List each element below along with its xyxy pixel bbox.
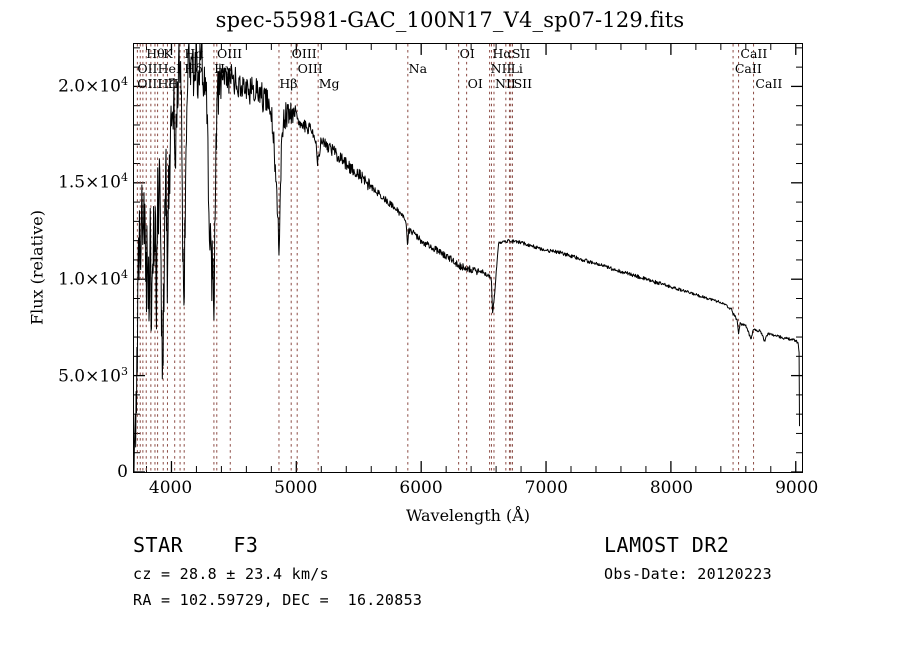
spectral-line-label: NII <box>490 61 512 76</box>
spectral-line-label: Hζ <box>157 76 176 91</box>
spectral-line-label: Na <box>408 61 428 76</box>
spectrum-curve <box>134 44 801 472</box>
spectral-line-label: Mg <box>318 76 340 91</box>
spectral-line-label: K <box>163 46 173 61</box>
coordinates: RA = 102.59729, DEC = 16.20853 <box>133 591 423 609</box>
x-tick-label: 7000 <box>524 478 568 498</box>
observation-date: Obs-Date: 20120223 <box>604 565 772 583</box>
redshift-velocity: cz = 28.8 ± 23.4 km/s <box>133 565 329 583</box>
y-tick-label: 1.0×104 <box>58 268 128 290</box>
spectral-line-label: CaII <box>755 76 783 91</box>
x-tick-label: 8000 <box>649 478 694 498</box>
spectral-line-label: OIII <box>291 46 317 61</box>
x-tick-label: 9000 <box>775 478 819 498</box>
spectral-line-label: HeI <box>157 61 181 76</box>
spectral-line-labels: Hθ K Hα OIII OIII OI Hα SII CaII OII HeI Hδ Hγ OIII Na… <box>133 43 803 103</box>
footer-right: LAMOST DR2 Obs-Date: 20120223 <box>604 533 772 583</box>
y-tick-label: 0 <box>117 462 128 482</box>
spectral-line-label: Hθ <box>146 46 165 61</box>
spectral-line-label: SII <box>513 76 533 91</box>
spectral-line-label: SII <box>511 46 531 61</box>
spectral-line-label: Hα <box>184 46 204 61</box>
spectral-line-label: OIII <box>217 46 243 61</box>
x-tick-label: 5000 <box>274 478 318 498</box>
x-tick-label: 6000 <box>399 478 443 498</box>
spectral-line-label: OIII <box>137 76 163 91</box>
x-tick-label: 4000 <box>148 478 193 498</box>
footer-left: STAR F3 cz = 28.8 ± 23.4 km/s RA = 102.5… <box>133 533 422 609</box>
page-title: spec-55981-GAC_100N17_V4_sp07-129.fits <box>215 8 685 32</box>
y-tick-label: 5.0×103 <box>58 365 128 387</box>
y-axis-tick-labels: 0 5.0×103 1.0×104 1.5×104 2.0×104 <box>28 43 128 482</box>
spectral-line-label: NII <box>495 76 516 91</box>
spectral-line-label: OI <box>467 76 483 91</box>
spectral-line-label: Hβ <box>279 76 298 91</box>
spectral-line-label: OII <box>137 61 158 76</box>
spectral-line-label: OIII <box>297 61 323 76</box>
spectral-line-label: Hγ <box>214 61 233 76</box>
x-axis-title: Wavelength (Å) <box>405 506 531 525</box>
y-tick-label: 2.0×104 <box>58 74 128 97</box>
spectral-line-label: Hδ <box>184 61 203 76</box>
survey-name: LAMOST DR2 <box>604 533 730 557</box>
y-tick-label: 1.5×104 <box>58 171 128 194</box>
object-class: STAR F3 <box>133 533 259 557</box>
spectral-line-label: Li <box>510 61 523 76</box>
spectral-line-label: H <box>167 76 179 91</box>
spectral-line-label: Hα <box>492 46 512 61</box>
spectral-line-label: OI <box>459 46 475 61</box>
plot-frame <box>133 43 803 473</box>
spectral-line-label: CaII <box>740 46 768 61</box>
spectral-line-label: CaII <box>734 61 762 76</box>
x-axis-tick-labels: 4000 5000 6000 7000 8000 9000 <box>133 478 818 504</box>
